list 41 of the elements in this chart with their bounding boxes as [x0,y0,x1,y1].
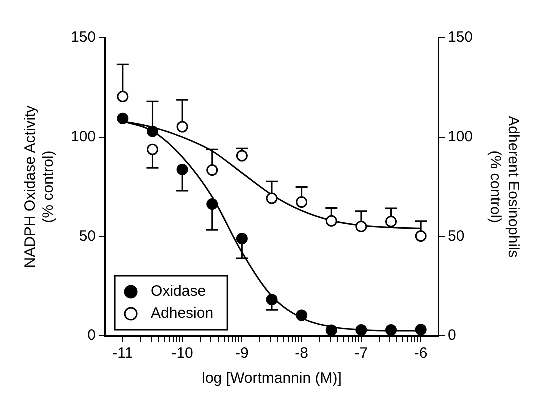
x-tick-label: -8 [295,345,308,362]
point [206,198,218,210]
y2-tick-label: 150 [448,29,474,46]
y2-tick-label: 100 [448,128,474,146]
y-axis-title: NADPH Oxidase Activity (% control) [22,105,58,268]
point [236,233,248,245]
y-tick-label: 50 [79,228,96,245]
legend-label: Oxidase [151,283,206,300]
y2-tick-label: 50 [448,228,465,245]
point [117,91,129,103]
x-tick-label: -6 [414,345,428,362]
x-tick-label: -9 [236,345,249,362]
legend-label: Adhesion [151,305,214,322]
point [356,220,368,232]
point [266,294,278,306]
point [326,324,338,336]
point [266,192,278,204]
point [236,150,248,162]
point [415,324,427,336]
point [146,126,158,138]
point [326,215,338,227]
point [356,324,368,336]
point [117,112,129,124]
point [176,121,188,133]
point [176,164,188,176]
point [296,310,308,322]
point [386,324,398,336]
x-tick-label: -10 [172,345,194,362]
point [296,196,308,208]
point [206,164,218,176]
x-tick-label: -11 [112,345,134,362]
y2-axis-title: Adherent Eosinophils (% control) [486,116,522,258]
y-tick-label: 150 [70,29,96,46]
x-axis-title: log [Wortmannin (M)] [202,370,342,388]
point [386,216,398,228]
point [415,230,427,242]
point [146,144,158,156]
y-tick-label: 0 [88,327,96,344]
y2-tick-label: 0 [448,327,456,344]
y-tick-label: 100 [70,128,96,146]
x-tick-label: -7 [354,345,368,362]
